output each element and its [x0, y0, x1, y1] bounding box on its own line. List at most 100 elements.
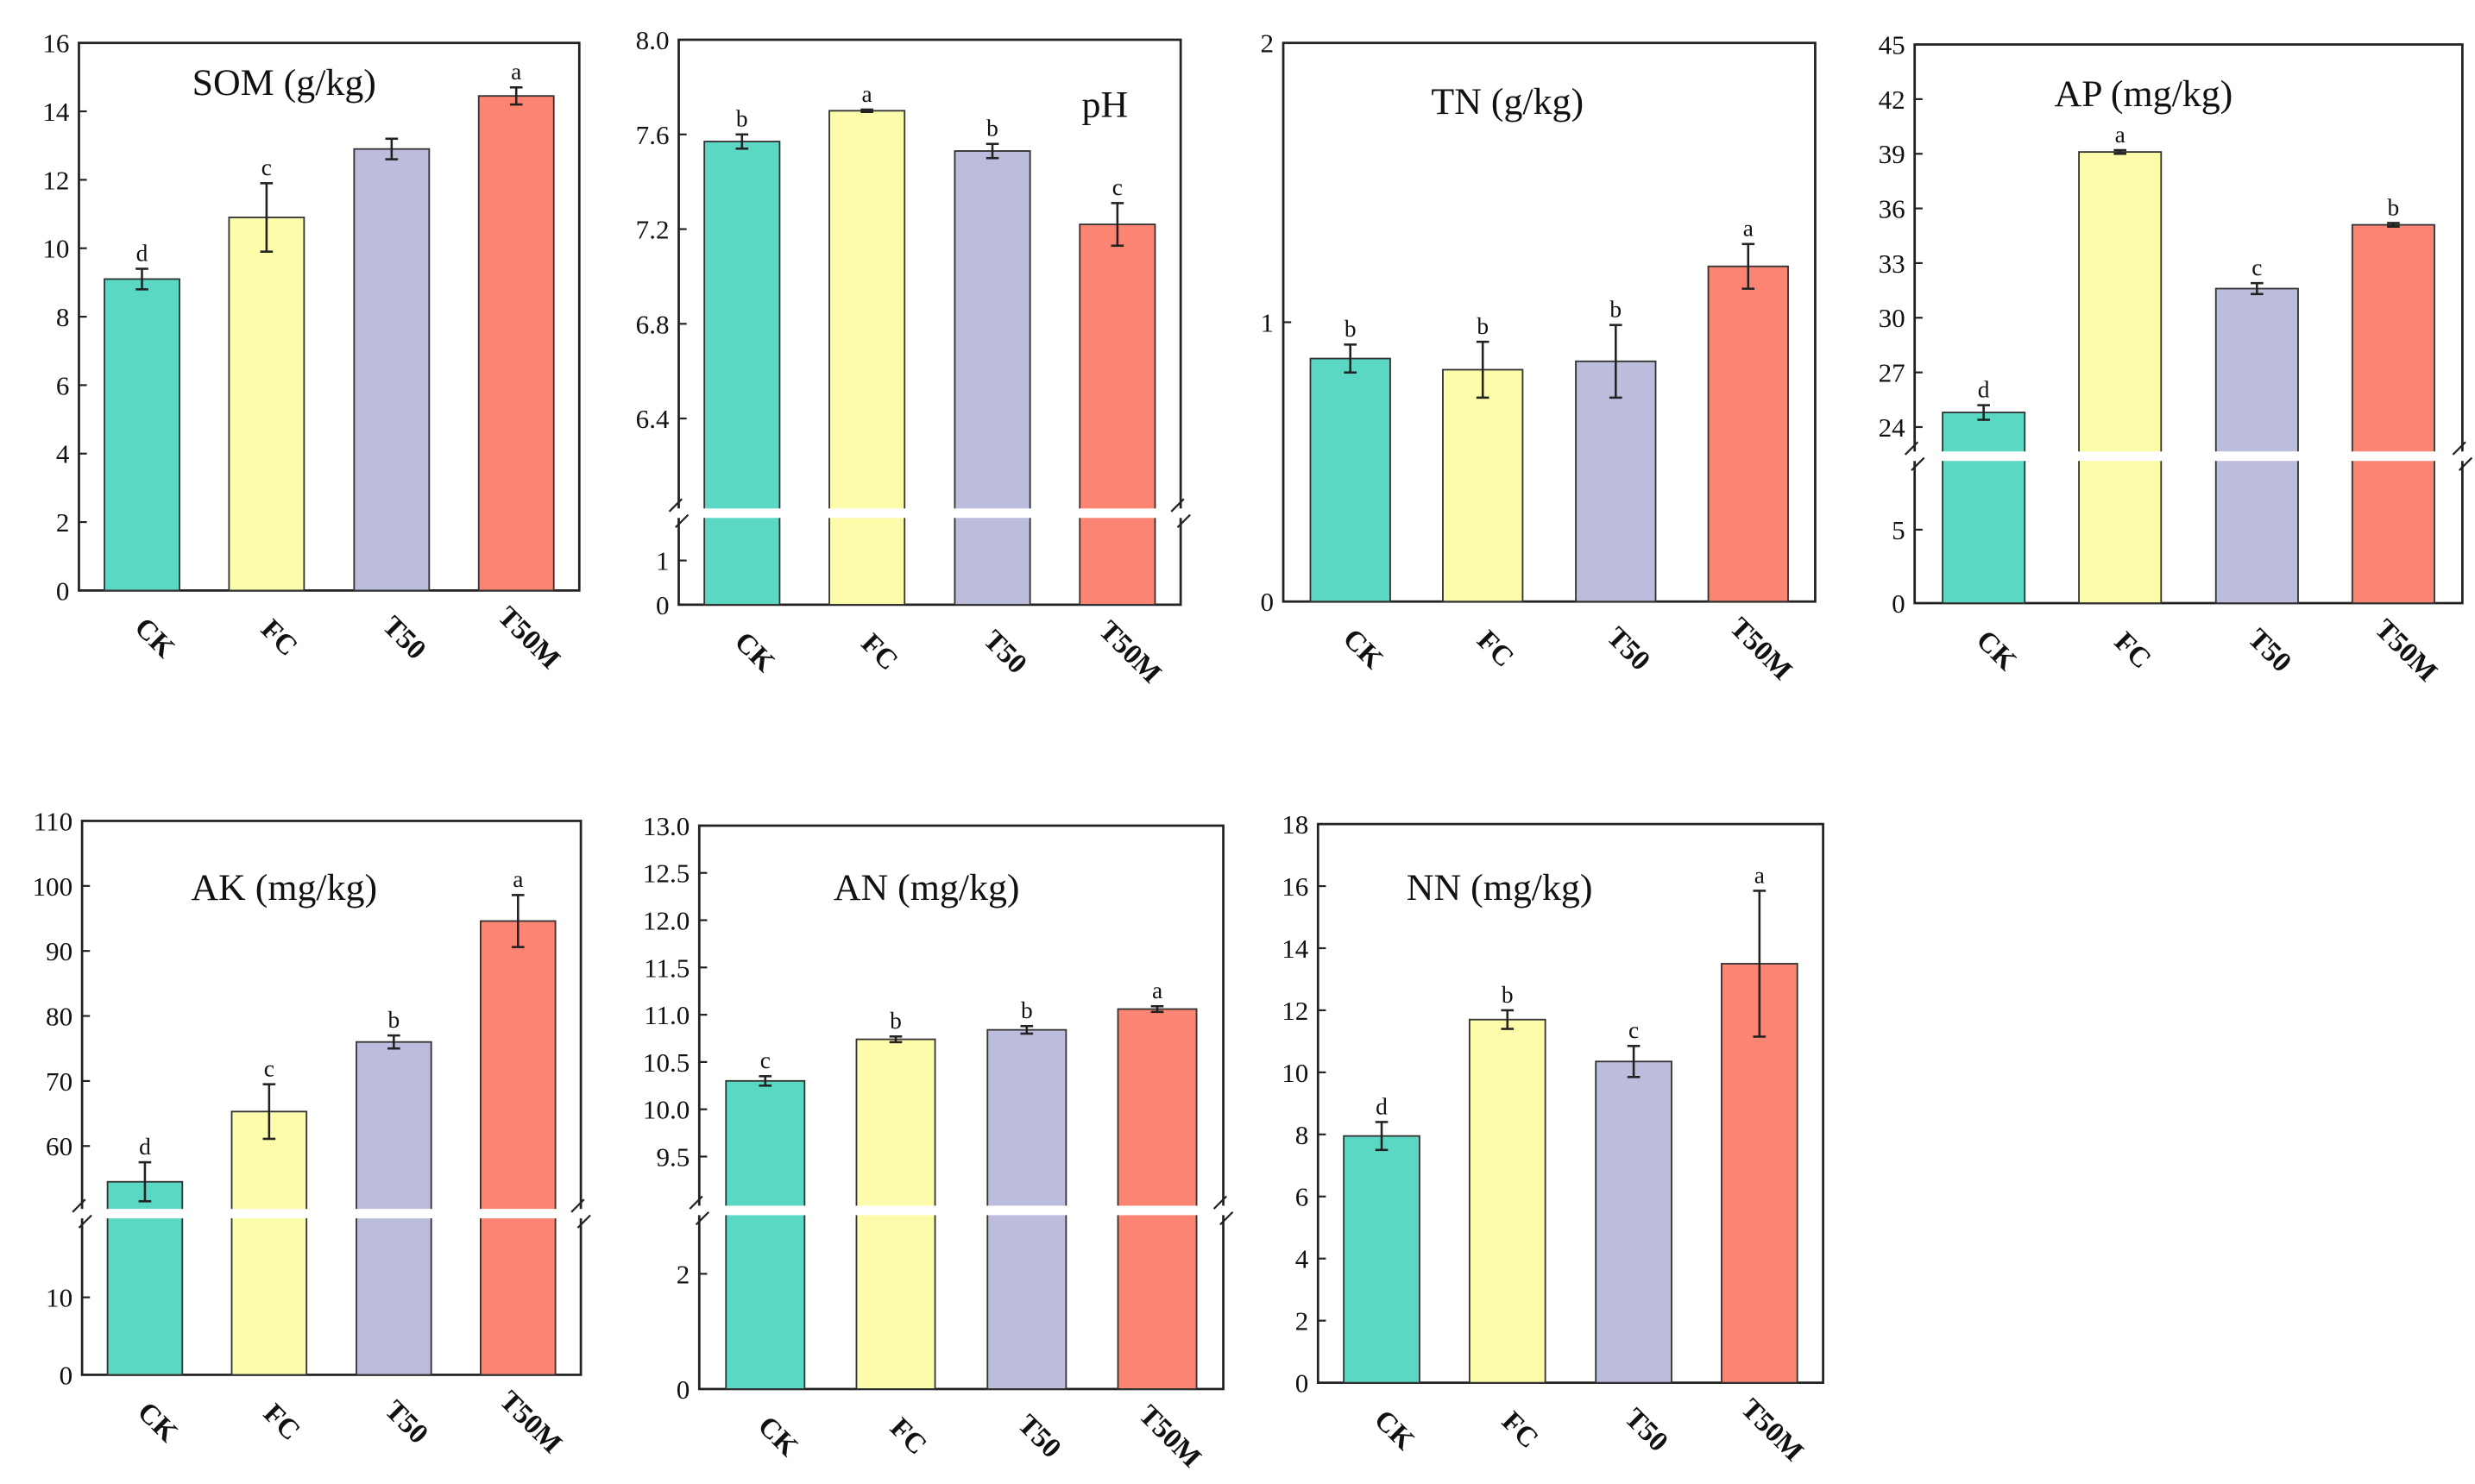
category-label: T50 [379, 1394, 434, 1449]
axis-break-mark [695, 1210, 710, 1226]
significance-letter: a [513, 866, 523, 892]
bar-fc [2078, 151, 2163, 604]
y-tick-label: 12 [1282, 996, 1308, 1026]
category-label: T50M [2369, 613, 2443, 688]
significance-letter: c [261, 154, 272, 180]
plot-frame [80, 820, 583, 1376]
bar-ck [1942, 412, 2026, 604]
y-tick-label: 70 [46, 1066, 72, 1097]
bar-t50 [353, 148, 431, 592]
y-tick-label: 16 [42, 28, 69, 59]
significance-letter: a [2115, 122, 2125, 148]
y-tick-label: 39 [1879, 139, 1905, 169]
category-label: T50M [1093, 615, 1167, 689]
significance-letter: b [986, 116, 998, 141]
axis-break-band [75, 1209, 588, 1219]
axis-break-band [672, 508, 1187, 519]
y-tick-label: 12.5 [643, 858, 690, 889]
significance-letter: c [2251, 255, 2262, 280]
bar-t50m [2351, 223, 2435, 604]
significance-letter: c [1628, 1017, 1639, 1043]
y-tick-label: 1 [656, 546, 670, 576]
category-label: FC [255, 613, 303, 662]
axis-break-band [1908, 451, 2469, 462]
category-label: T50M [491, 601, 565, 675]
category-label: FC [2108, 626, 2157, 675]
y-tick-label: 14 [42, 97, 70, 127]
axis-break-mark [1212, 1195, 1227, 1210]
y-tick-label: 6.8 [636, 309, 670, 339]
y-tick-label: 18 [1282, 809, 1308, 839]
panel-ak: d CK c FC b T50 a T50M 0 10 60 70 80 90 100 110 AK (mg/k… [33, 806, 591, 1460]
y-tick-label: 0 [60, 1360, 73, 1390]
bar-fc [1442, 368, 1524, 603]
significance-letter: b [1477, 313, 1489, 339]
y-tick-label: 33 [1879, 248, 1905, 279]
y-tick-label: 100 [33, 871, 73, 902]
significance-letter: a [1152, 978, 1162, 1003]
chart-title: NN (mg/kg) [1407, 867, 1593, 909]
category-label: T50 [1601, 621, 1656, 676]
y-tick-label: 7.2 [636, 215, 670, 245]
bar-t50m [1721, 963, 1798, 1384]
y-tick-label: 10 [46, 1283, 72, 1313]
category-label: CK [1337, 623, 1389, 676]
panel-ph: b CK a FC b T50 c T50M 0 1 6.4 6.8 7.2 7.6 8.0 pH [636, 25, 1191, 689]
y-tick-label: 5 [1892, 515, 1905, 545]
significance-letter: a [862, 81, 872, 107]
chart-title: TN (g/kg) [1431, 81, 1584, 123]
y-tick-label: 0 [1261, 587, 1275, 617]
panel-nn: d CK b FC c T50 a T50M 0 2 4 6 8 10 12 14 16 18 NN (mg/kg) [1282, 809, 1824, 1468]
y-tick-label: 8.0 [636, 25, 670, 55]
bar-ck [1343, 1135, 1420, 1384]
category-label: FC [884, 1412, 932, 1461]
axis-break-mark [570, 1198, 585, 1213]
bar-fc [230, 1110, 308, 1376]
bar-fc [828, 110, 906, 606]
significance-letter: b [387, 1007, 400, 1033]
bar-t50m [1079, 223, 1156, 606]
y-tick-label: 7.6 [636, 120, 670, 150]
bar-t50 [954, 150, 1031, 606]
category-label: T50 [1618, 1403, 1673, 1458]
category-label: CK [1368, 1405, 1420, 1457]
y-tick-label: 4 [56, 439, 70, 469]
significance-letter: d [1376, 1093, 1388, 1119]
axis-break-mark [72, 1198, 86, 1213]
category-label: T50 [977, 625, 1032, 680]
chart-title: SOM (g/kg) [192, 62, 376, 104]
y-tick-label: 6 [56, 370, 70, 400]
bar-t50 [356, 1041, 432, 1376]
y-tick-label: 2 [56, 507, 70, 538]
category-label: T50 [1011, 1409, 1067, 1464]
y-tick-label: 2 [1261, 28, 1275, 59]
significance-letter: b [2388, 194, 2400, 220]
bar-fc [228, 217, 305, 592]
y-tick-label: 9.5 [656, 1141, 690, 1172]
y-tick-label: 11.0 [644, 1000, 690, 1030]
bar-ck [703, 141, 781, 606]
category-label: T50 [2242, 623, 2297, 678]
significance-letter: b [1502, 982, 1514, 1008]
y-tick-label: 27 [1879, 358, 1905, 388]
bar-t50 [1595, 1060, 1672, 1384]
y-tick-label: 60 [46, 1131, 72, 1161]
significance-letter: a [511, 59, 521, 85]
y-tick-label: 6.4 [636, 404, 670, 434]
y-tick-label: 90 [46, 936, 72, 966]
significance-letter: c [1112, 174, 1123, 200]
significance-letter: c [264, 1056, 274, 1082]
y-tick-label: 2 [677, 1259, 690, 1289]
panel-tn: b CK b FC b T50 a T50M 0 1 2 TN (g/kg) [1261, 28, 1817, 686]
plot-frame [677, 38, 1182, 607]
y-tick-label: 80 [46, 1002, 72, 1032]
significance-letter: b [1609, 297, 1622, 323]
category-label: CK [728, 626, 781, 679]
significance-letter: b [1345, 316, 1357, 342]
y-tick-label: 12 [42, 165, 69, 195]
y-tick-label: 10.0 [643, 1095, 690, 1125]
y-tick-label: 0 [677, 1374, 690, 1405]
y-tick-label: 10.5 [643, 1047, 690, 1078]
significance-letter: c [760, 1047, 771, 1073]
axis-break-mark [668, 498, 683, 512]
